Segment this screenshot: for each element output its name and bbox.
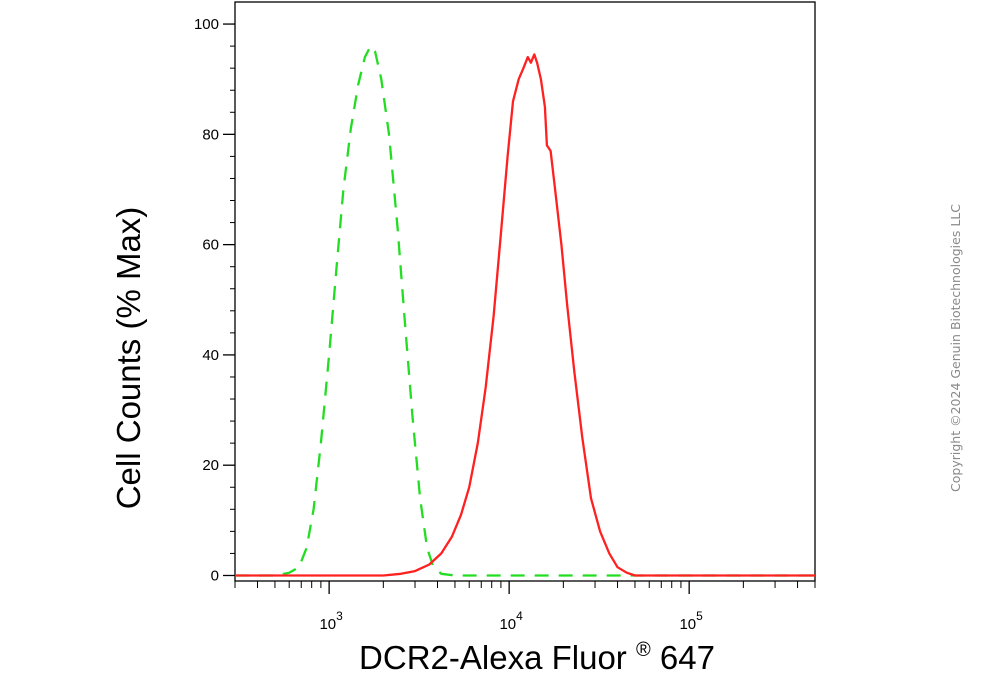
y-axis: 0 20 40 60 80 100 bbox=[194, 16, 235, 584]
x-axis: 103 104 105 bbox=[234, 581, 816, 633]
copyright-text: Copyright ©2024 Genuin Biotechnologies L… bbox=[948, 204, 963, 492]
x-axis-label-sup: ® bbox=[636, 639, 651, 661]
dcr2-stained-line bbox=[235, 53, 815, 577]
plot-frame bbox=[234, 1, 816, 582]
isotype-control-dashed-line bbox=[235, 44, 815, 577]
y-tick-label: 40 bbox=[202, 347, 219, 364]
y-tick-label: 20 bbox=[202, 457, 219, 474]
y-tick-label: 100 bbox=[194, 16, 219, 33]
series-layer bbox=[235, 44, 815, 577]
y-tick-label: 60 bbox=[202, 237, 219, 254]
y-tick-label: 80 bbox=[202, 126, 219, 143]
x-axis-label-main: DCR2-Alexa Fluor bbox=[359, 639, 627, 676]
x-tick-label: 104 bbox=[499, 609, 523, 633]
x-tick-label: 103 bbox=[319, 609, 343, 633]
x-tick-label: 105 bbox=[679, 609, 703, 633]
y-axis-label: Cell Counts (% Max) bbox=[110, 207, 147, 510]
x-axis-label-tail: 647 bbox=[660, 639, 715, 676]
y-tick-label: 0 bbox=[211, 567, 219, 584]
x-axis-label: DCR2-Alexa Fluor ® 647 bbox=[359, 626, 715, 676]
